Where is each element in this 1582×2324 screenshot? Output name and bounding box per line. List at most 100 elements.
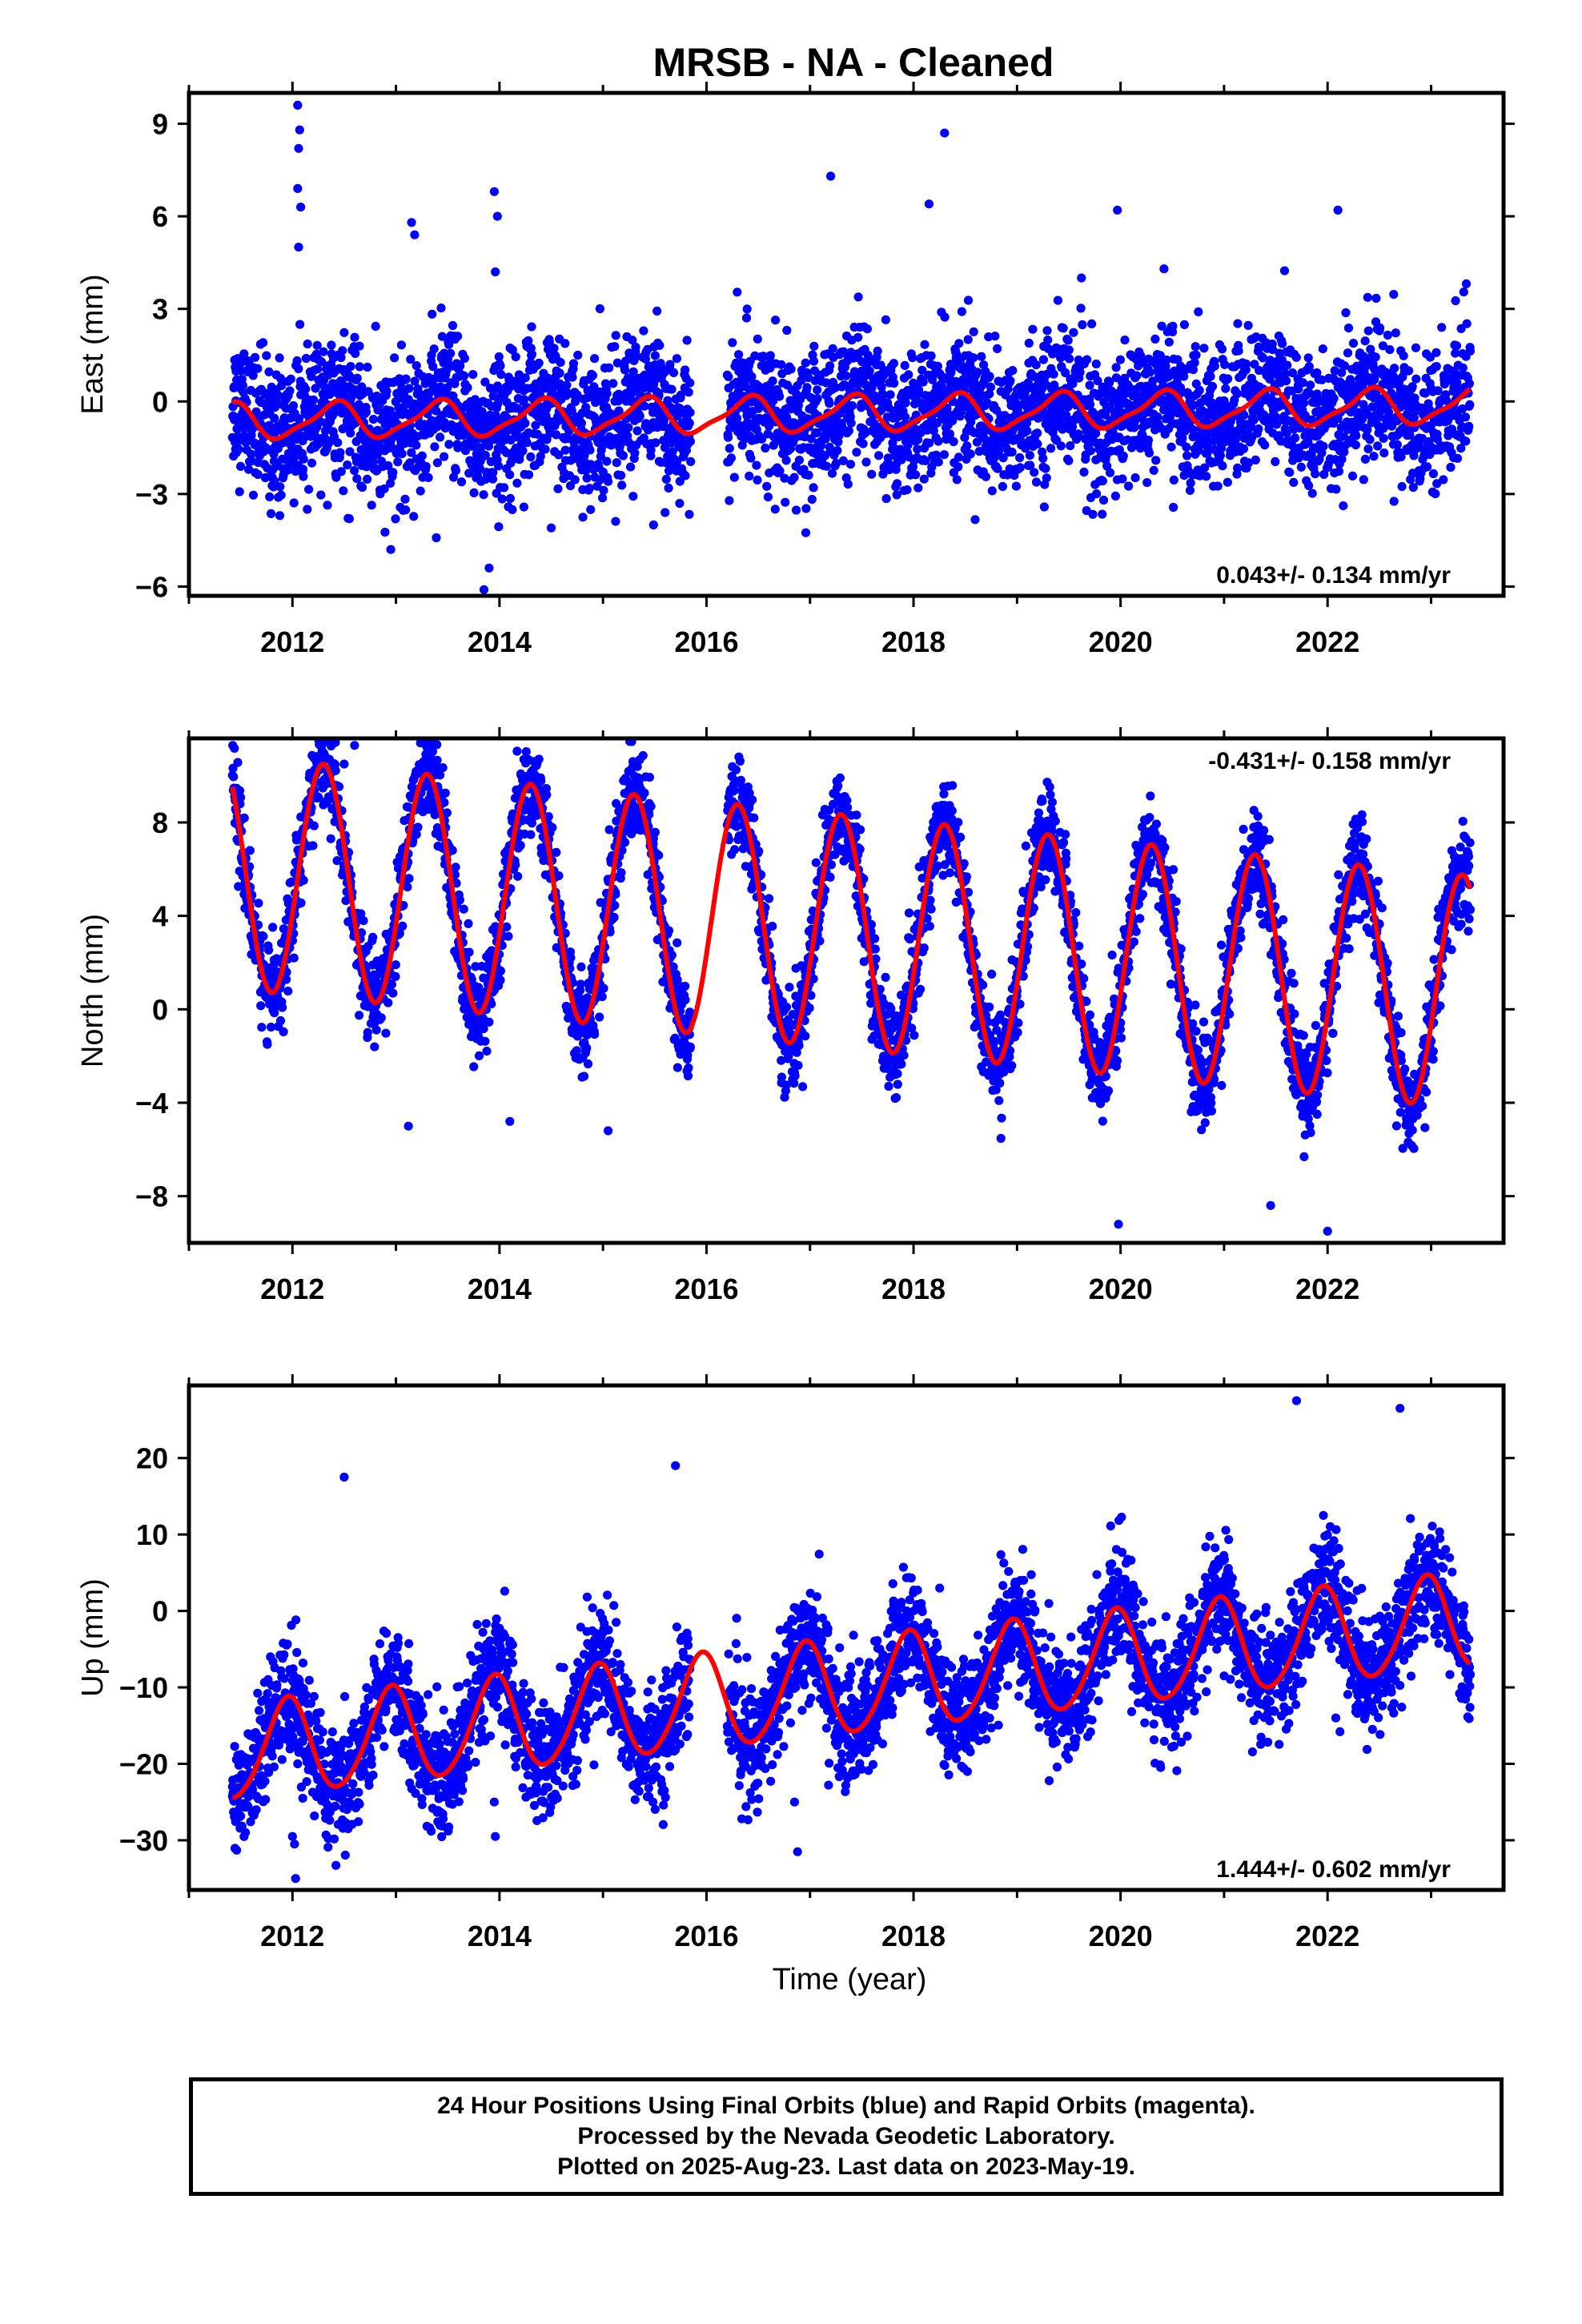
- data-point: [1120, 336, 1130, 345]
- data-point: [1464, 421, 1474, 432]
- data-point: [957, 307, 966, 316]
- data-point: [1452, 341, 1462, 351]
- data-point: [403, 883, 412, 892]
- data-point: [1026, 460, 1035, 470]
- data-point: [599, 485, 608, 495]
- data-point: [821, 378, 831, 388]
- data-point: [885, 464, 894, 475]
- data-point: [1076, 304, 1086, 313]
- data-point: [368, 415, 378, 424]
- data-point: [913, 435, 923, 444]
- data-point: [1437, 323, 1447, 332]
- data-point: [254, 899, 263, 908]
- data-point: [1365, 435, 1375, 444]
- data-point: [257, 1023, 267, 1032]
- data-point: [409, 512, 419, 521]
- data-point: [253, 469, 263, 480]
- data-point: [1132, 371, 1142, 380]
- data-point: [986, 382, 996, 392]
- data-point: [275, 1015, 286, 1026]
- data-point: [969, 327, 978, 336]
- data-point: [612, 358, 622, 368]
- data-point: [1058, 324, 1068, 333]
- data-point: [440, 452, 449, 461]
- data-point: [782, 325, 792, 336]
- data-point: [1085, 400, 1095, 409]
- data-point: [368, 932, 378, 942]
- data-point: [518, 446, 528, 456]
- data-point: [474, 1051, 484, 1060]
- data-point: [301, 384, 311, 394]
- data-point-outlier: [294, 143, 303, 153]
- data-point: [1428, 468, 1438, 479]
- data-point: [468, 370, 478, 380]
- data-point: [1242, 359, 1251, 369]
- data-point: [520, 373, 530, 383]
- data-point: [404, 384, 414, 393]
- data-point: [484, 1017, 494, 1027]
- data-point: [616, 471, 626, 480]
- data-point: [526, 452, 536, 462]
- data-point: [1046, 444, 1056, 453]
- data-point: [391, 514, 400, 524]
- data-point: [867, 469, 877, 479]
- data-point: [338, 346, 347, 356]
- data-point: [1407, 382, 1417, 392]
- data-point: [931, 450, 942, 460]
- data-point: [1006, 376, 1015, 386]
- data-point: [1213, 481, 1223, 491]
- data-point: [664, 483, 673, 493]
- data-point: [1118, 451, 1128, 461]
- data-point: [1303, 353, 1313, 363]
- data-point: [1078, 320, 1087, 330]
- data-point: [665, 360, 675, 369]
- data-point: [981, 472, 991, 481]
- data-point: [1179, 320, 1189, 329]
- data-point: [900, 412, 910, 422]
- data-point: [809, 483, 818, 493]
- data-point: [1069, 328, 1078, 337]
- data-point: [893, 479, 902, 489]
- data-point: [1033, 428, 1042, 438]
- data-point: [1024, 338, 1034, 348]
- data-point: [1088, 509, 1098, 519]
- data-point: [270, 413, 279, 423]
- data-point: [313, 364, 323, 374]
- data-point: [1289, 477, 1299, 488]
- y-tick-label: 3: [152, 293, 168, 326]
- data-point: [552, 430, 561, 440]
- data-point: [977, 352, 986, 361]
- data-point: [969, 353, 978, 363]
- data-point: [853, 292, 863, 302]
- data-point: [684, 388, 693, 397]
- data-point: [768, 376, 777, 386]
- data-point: [1206, 372, 1215, 381]
- data-point: [602, 456, 612, 466]
- data-point: [1279, 266, 1290, 275]
- data-point: [453, 332, 463, 341]
- data-point: [456, 361, 465, 371]
- data-point: [382, 386, 391, 396]
- data-point: [1221, 384, 1231, 393]
- data-point: [1130, 422, 1139, 432]
- data-point: [801, 528, 811, 537]
- data-point: [568, 359, 579, 368]
- data-point: [1363, 292, 1372, 302]
- data-point: [954, 462, 963, 472]
- data-point: [828, 344, 837, 353]
- data-point: [307, 458, 317, 468]
- data-point: [919, 474, 929, 484]
- data-point: [229, 772, 239, 782]
- data-point: [359, 916, 368, 926]
- data-point: [648, 520, 658, 530]
- data-point: [1087, 319, 1097, 328]
- data-point: [838, 456, 848, 466]
- data-point: [1191, 342, 1200, 352]
- data-point: [572, 390, 582, 400]
- data-point: [355, 1011, 364, 1020]
- data-point: [520, 395, 529, 404]
- data-point: [401, 505, 411, 515]
- data-point: [501, 448, 512, 457]
- data-point: [372, 449, 382, 460]
- data-point: [251, 352, 260, 362]
